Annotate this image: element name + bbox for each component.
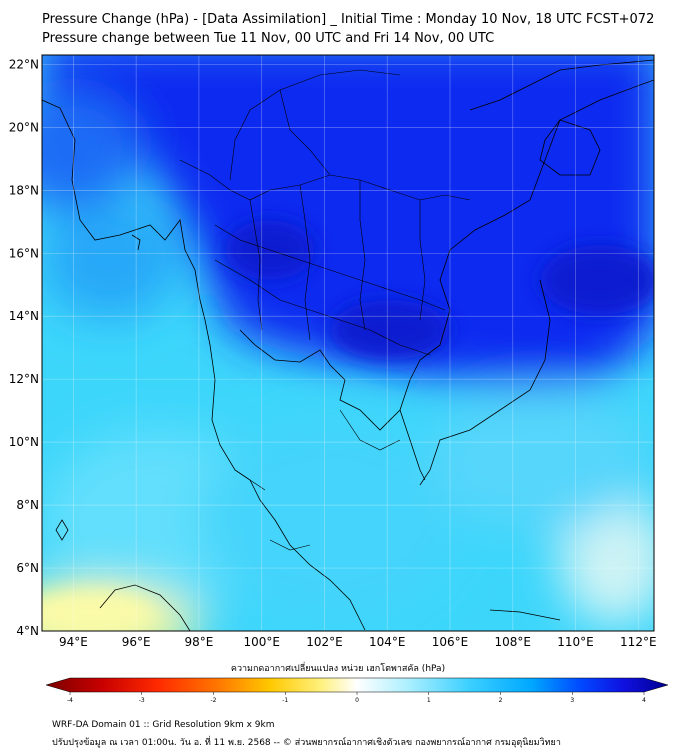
longitude-labels: 94°E 96°E 98°E 100°E 102°E 104°E 106°E 108°E 110… [59,635,657,649]
colorbar-bar [45,677,669,693]
colorbar-tick-label: 4 [642,697,646,704]
colorbar-tick-label: -1 [282,697,288,704]
latitude-label: 10°N [9,435,39,449]
graticule [42,55,654,632]
borders [179,69,471,551]
colorbar: -4 -3 -2 -1 0 1 2 3 4 [45,677,669,704]
latitude-label: 12°N [9,372,39,386]
colorbar-ticks: -4 -3 -2 -1 0 1 2 3 4 [67,692,646,704]
colorbar-tick-label: 1 [427,697,431,704]
latitude-label: 14°N [9,309,39,323]
colorbar-label: ความกดอากาศเปลี่ยนแปลง หน่วย เฮกโตพาสคัล… [230,664,446,674]
longitude-label: 96°E [122,635,151,649]
pressure-field [42,55,654,631]
map-subtitle: Pressure change between Tue 11 Nov, 00 U… [42,31,495,46]
coastlines [42,59,654,631]
footer-domain-info: WRF-DA Domain 01 :: Grid Resolution 9km … [52,720,275,730]
footer-credit: ปรับปรุงข้อมูล ณ เวลา 01:00น. วัน อ. ที่… [52,738,561,748]
latitude-label: 8°N [16,498,39,512]
latitude-labels: 22°N 20°N 18°N 16°N 14°N 12°N 10°N 8°N 6°N 4°N [9,57,39,638]
latitude-label: 4°N [16,624,39,638]
colorbar-tick-label: 0 [355,697,359,704]
colorbar-tick-label: -4 [67,697,73,704]
latitude-label: 6°N [16,561,39,575]
latitude-label: 16°N [9,246,39,260]
colorbar-tick-label: -2 [211,697,217,704]
longitude-label: 102°E [306,635,343,649]
colorbar-tick-label: 3 [570,697,574,704]
longitude-label: 110°E [557,635,594,649]
longitude-label: 94°E [59,635,88,649]
latitude-label: 20°N [9,120,39,134]
colorbar-tick-label: -3 [139,697,145,704]
pressure-change-map: 22°N 20°N 18°N 16°N 14°N 12°N 10°N 8°N 6°N 4°N 94… [9,54,669,704]
map-title: Pressure Change (hPa) - [Data Assimilati… [42,12,655,27]
longitude-label: 108°E [495,635,532,649]
longitude-label: 104°E [369,635,406,649]
latitude-label: 22°N [9,57,39,71]
map-frame [41,54,655,632]
latitude-label: 18°N [9,183,39,197]
longitude-label: 98°E [184,635,213,649]
longitude-label: 100°E [243,635,280,649]
colorbar-tick-label: 2 [499,697,503,704]
longitude-label: 112°E [620,635,657,649]
longitude-label: 106°E [432,635,469,649]
